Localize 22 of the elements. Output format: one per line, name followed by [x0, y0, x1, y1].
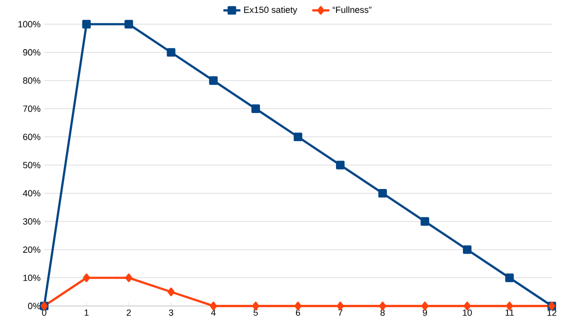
y-tick-label: 80%: [23, 77, 40, 84]
y-tick-label: 50%: [23, 162, 40, 168]
x-tick-label: 6: [296, 309, 300, 316]
x-tick-label: 10: [462, 309, 472, 316]
x-tick-label: 11: [506, 309, 514, 316]
x-tick-label: 3: [168, 309, 174, 316]
legend-label: Ex150 satiety: [244, 6, 298, 15]
x-tick-label: 2: [126, 309, 131, 316]
y-tick-label: 30%: [23, 218, 40, 225]
x-tick-label: 1: [84, 309, 89, 316]
y-tick-label: 100%: [18, 20, 40, 28]
y-tick-label: 70%: [23, 105, 40, 112]
x-tick-label: 8: [380, 309, 385, 316]
y-tick-label: 40%: [22, 190, 40, 196]
y-tick-label: 0%: [28, 302, 40, 310]
y-tick-label: 60%: [23, 134, 40, 140]
x-tick-label: 4: [211, 309, 216, 316]
y-tick-label: 10%: [23, 274, 40, 281]
y-tick-label: 90%: [23, 49, 40, 56]
y-tick-label: 20%: [23, 246, 40, 253]
x-tick-label: 9: [422, 309, 427, 316]
legend-label: “Fullness”: [332, 6, 372, 13]
